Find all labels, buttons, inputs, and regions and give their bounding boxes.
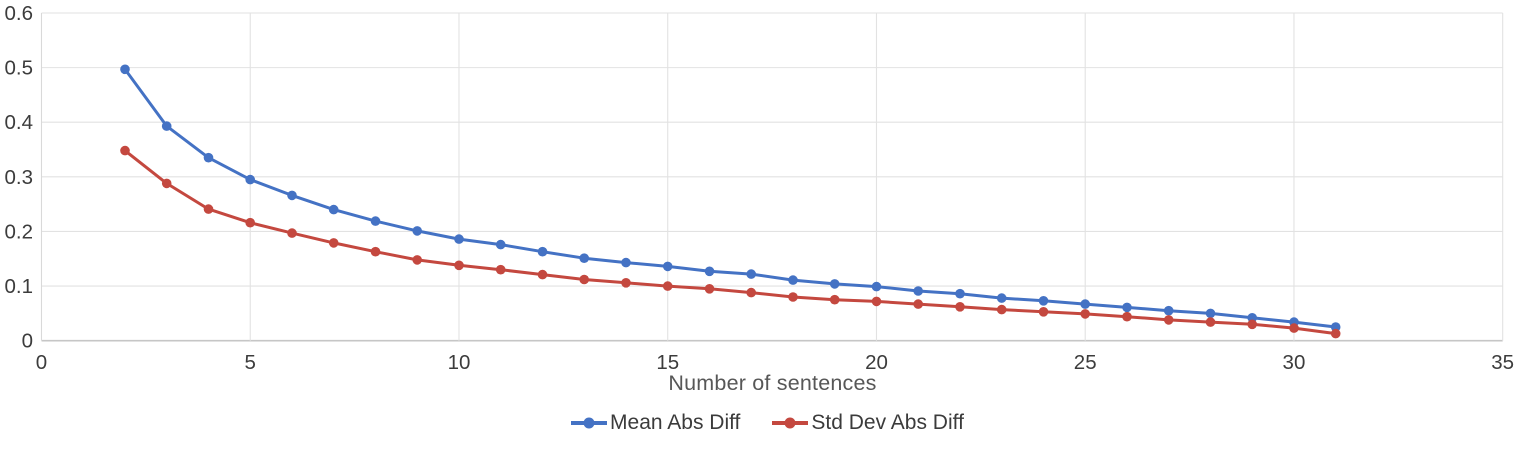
data-point-marker — [996, 304, 1007, 315]
data-point-marker — [370, 216, 381, 226]
data-point-marker — [621, 257, 631, 268]
data-point-marker — [871, 296, 882, 307]
data-point-marker — [412, 255, 423, 265]
data-point-marker — [495, 264, 506, 275]
x-tick-label: 25 — [1074, 351, 1097, 374]
data-point-marker — [579, 274, 589, 285]
data-point-marker — [120, 64, 130, 75]
data-point-marker — [871, 281, 882, 292]
data-point-marker — [1247, 319, 1257, 330]
x-axis-title: Number of sentences — [668, 371, 877, 395]
data-point-marker — [328, 238, 339, 248]
x-tick-label: 0 — [36, 351, 47, 374]
line-dot-marker-icon — [571, 417, 608, 429]
data-point-marker — [662, 281, 673, 291]
data-point-marker — [1038, 307, 1049, 317]
x-tick-label: 35 — [1491, 351, 1514, 374]
data-point-marker — [412, 226, 423, 236]
y-tick-label: 0.5 — [5, 57, 34, 80]
y-tick-label: 0.1 — [5, 275, 34, 298]
data-point-marker — [1205, 317, 1216, 327]
data-point-marker — [913, 299, 923, 309]
y-tick-label: 0.4 — [5, 111, 34, 134]
data-point-marker — [1163, 305, 1174, 316]
data-point-marker — [621, 278, 631, 288]
data-point-marker — [245, 174, 255, 185]
data-point-marker — [1080, 299, 1090, 309]
data-point-marker — [955, 288, 965, 299]
data-point-marker — [1330, 322, 1341, 332]
data-point-marker — [203, 204, 214, 214]
data-point-marker — [120, 145, 130, 156]
data-point-marker — [454, 260, 464, 271]
data-point-marker — [746, 287, 756, 298]
data-point-marker — [203, 152, 214, 163]
data-point-marker — [579, 253, 589, 263]
data-point-marker — [1122, 302, 1132, 313]
data-point-marker — [537, 269, 548, 280]
x-tick-label: 15 — [656, 351, 679, 374]
legend: Mean Abs Diff Std Dev Abs Diff — [0, 411, 1535, 435]
legend-item-mean-abs-diff: Mean Abs Diff — [571, 411, 740, 435]
x-tick-label: 10 — [448, 351, 471, 374]
series-line-1 — [123, 149, 1338, 336]
data-point-marker — [1330, 328, 1341, 339]
y-tick-label: 0 — [22, 330, 33, 353]
data-point-marker — [245, 217, 255, 228]
data-point-marker — [996, 293, 1007, 303]
data-point-marker — [913, 286, 923, 296]
data-point-marker — [1205, 308, 1216, 319]
y-tick-label: 0.3 — [5, 166, 34, 189]
data-point-marker — [704, 266, 715, 277]
data-point-marker — [287, 190, 297, 201]
data-point-marker — [829, 294, 840, 305]
legend-item-std-dev-abs-diff: Std Dev Abs Diff — [772, 411, 964, 435]
data-point-marker — [1163, 315, 1174, 325]
y-tick-label: 0.2 — [5, 220, 34, 243]
legend-label: Std Dev Abs Diff — [811, 411, 964, 434]
data-point-marker — [161, 121, 172, 131]
series-line-0 — [123, 67, 1338, 329]
data-point-marker — [955, 302, 965, 312]
x-tick-label: 5 — [245, 351, 256, 374]
data-point-marker — [328, 204, 339, 215]
data-point-marker — [370, 246, 381, 257]
y-tick-label: 0.6 — [5, 2, 34, 25]
data-point-marker — [161, 178, 172, 189]
data-point-marker — [495, 239, 506, 250]
data-point-marker — [704, 284, 715, 294]
data-point-marker — [788, 275, 798, 285]
legend-label: Mean Abs Diff — [610, 411, 741, 434]
data-point-marker — [1122, 311, 1132, 322]
data-point-marker — [788, 292, 798, 302]
line-dot-marker-icon — [772, 417, 809, 429]
data-point-marker — [746, 269, 756, 279]
data-point-marker — [287, 228, 297, 238]
data-point-marker — [1080, 309, 1090, 319]
data-point-marker — [454, 234, 464, 244]
x-tick-label: 20 — [865, 351, 888, 374]
x-tick-label: 30 — [1283, 351, 1306, 374]
data-point-marker — [1289, 323, 1299, 333]
data-point-marker — [662, 261, 673, 272]
data-point-marker — [537, 246, 548, 257]
data-point-marker — [1038, 296, 1049, 306]
data-point-marker — [829, 279, 840, 289]
